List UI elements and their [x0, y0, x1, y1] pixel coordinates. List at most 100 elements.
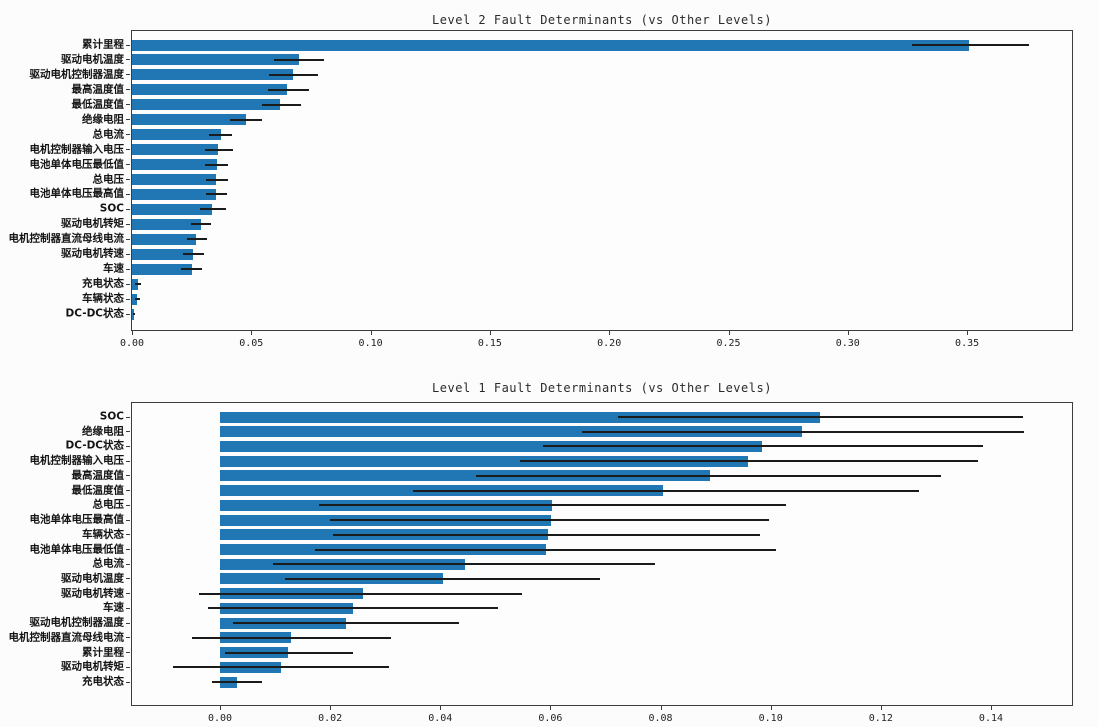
bar [220, 470, 711, 482]
y-tick-mark [126, 119, 130, 121]
error-bar [543, 445, 984, 448]
y-tick-label: 总电压 [92, 173, 125, 186]
y-tick-mark [126, 134, 130, 136]
error-bar [204, 148, 233, 151]
error-bar [206, 193, 227, 196]
y-tick-mark [126, 578, 130, 580]
y-tick-label: 电机控制器输入电压 [29, 454, 125, 467]
y-tick-mark [126, 637, 130, 639]
y-tick-label: SOC [99, 202, 124, 215]
y-tick-mark [126, 519, 130, 521]
y-tick-mark [126, 298, 130, 300]
y-tick-mark [126, 104, 130, 106]
x-tick-label: 0.12 [868, 713, 893, 724]
bar [220, 455, 749, 467]
y-tick-mark [126, 313, 130, 315]
bar [132, 293, 137, 305]
error-bar [211, 681, 262, 683]
x-tick-label: 0.30 [835, 338, 860, 349]
y-tick-label: 驱动电机转矩 [61, 217, 124, 230]
error-bar [199, 592, 522, 595]
x-tick-label: 0.00 [119, 338, 145, 349]
y-tick-label: 最高温度值 [71, 469, 125, 482]
bar [132, 218, 202, 230]
y-tick-mark [126, 622, 130, 624]
bar [132, 114, 246, 126]
error-bar [332, 533, 760, 536]
y-tick-label: DC-DC状态 [65, 307, 124, 320]
error-bar [205, 163, 228, 166]
x-tick-label: 0.02 [318, 713, 343, 724]
error-bar [912, 44, 1030, 46]
error-bar [187, 238, 208, 241]
y-tick-label: 电池单体电压最低值 [29, 158, 125, 171]
error-bar [181, 268, 203, 271]
bar [132, 69, 294, 81]
x-tick-mark [990, 706, 992, 710]
bar [132, 84, 288, 96]
y-tick-mark [126, 593, 130, 595]
y-tick-mark [126, 607, 130, 609]
y-tick-label: 充电状态 [82, 277, 124, 290]
y-tick-mark [126, 283, 130, 285]
error-bar [135, 298, 141, 301]
y-tick-mark [126, 208, 130, 210]
x-tick-mark [330, 706, 332, 710]
chart-title-level1: Level 1 Fault Determinants (vs Other Lev… [432, 381, 772, 395]
y-tick-mark [126, 475, 130, 477]
bar [132, 203, 213, 215]
bar [132, 99, 280, 111]
x-tick-label: 0.06 [538, 713, 563, 724]
y-tick-mark [126, 193, 130, 195]
y-tick-mark [126, 59, 130, 61]
error-bar [191, 636, 391, 639]
error-bar [173, 666, 390, 669]
x-tick-mark [132, 331, 133, 335]
y-tick-mark [126, 460, 130, 462]
error-bar [476, 474, 942, 477]
bar [132, 263, 193, 275]
error-bar [229, 118, 262, 121]
y-tick-mark [126, 149, 130, 151]
y-tick-mark [126, 534, 130, 536]
y-tick-mark [126, 681, 130, 683]
y-tick-label: 电池单体电压最低值 [29, 543, 125, 556]
y-tick-label: 电机控制器直流母线电流 [8, 631, 125, 644]
y-tick-label: 驱动电机控制器温度 [29, 616, 125, 629]
y-tick-label: 绝缘电阻 [82, 425, 124, 438]
x-tick-label: 0.35 [955, 338, 980, 349]
x-tick-label: 0.10 [358, 338, 383, 349]
x-tick-mark [370, 331, 372, 335]
y-tick-mark [126, 223, 130, 225]
y-tick-mark [126, 445, 130, 447]
y-tick-label: 车速 [103, 601, 124, 614]
error-bar [208, 133, 232, 136]
bar [220, 426, 803, 438]
error-bar [412, 489, 920, 492]
y-tick-mark [126, 89, 130, 91]
x-tick-label: 0.14 [978, 713, 1004, 724]
error-bar [315, 548, 777, 551]
error-bar [581, 430, 1024, 433]
y-tick-mark [126, 179, 130, 180]
y-tick-label: 车辆状态 [82, 292, 124, 305]
y-tick-label: 驱动电机转矩 [61, 660, 124, 673]
error-bar [233, 622, 459, 625]
error-bar [135, 283, 142, 286]
x-tick-label: 0.00 [207, 713, 233, 724]
error-bar [319, 504, 787, 507]
error-bar [272, 563, 656, 566]
y-tick-mark [126, 504, 130, 506]
bar [132, 174, 216, 185]
error-bar [284, 577, 600, 580]
x-tick-mark [770, 706, 772, 710]
error-bar [273, 58, 325, 61]
y-tick-mark [126, 549, 130, 550]
y-tick-label: SOC [99, 410, 124, 423]
y-tick-label: 驱动电机温度 [61, 53, 124, 66]
y-tick-label: 总电流 [92, 128, 125, 141]
bar [220, 440, 762, 452]
bar [132, 248, 194, 260]
bar [132, 129, 221, 141]
